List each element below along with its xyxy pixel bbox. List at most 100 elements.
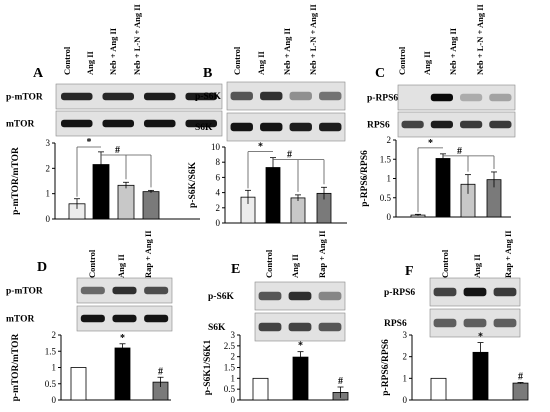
blot-label: RPS6 (367, 121, 390, 131)
blot-band (60, 119, 93, 128)
bar (142, 191, 160, 220)
lane-label: Ang II (256, 50, 266, 75)
blot-band (112, 314, 137, 323)
blot-band (493, 318, 517, 328)
blot-label: mTOR (6, 120, 34, 130)
y-tick-label: 1 (52, 363, 57, 373)
lane-label: Control (62, 46, 72, 75)
bar (435, 158, 451, 218)
lane-label: Neb + Ang II (282, 27, 292, 75)
sig-hash: # (115, 145, 120, 156)
y-tick-label: 4 (216, 188, 221, 198)
blot-label: p-RPS6 (384, 288, 415, 298)
y-tick-label: 0 (403, 395, 408, 405)
panel-c: C Control Ang II Neb + Ang II Neb + L-N + An… (360, 3, 516, 222)
blot-band (319, 91, 342, 101)
blot-label: S6K (195, 123, 213, 133)
panel-a: A Control Ang II Neb + Ang II Neb + L-N + An… (6, 3, 223, 224)
y-tick-label: 1.5 (380, 154, 392, 164)
lane-label: Ang II (472, 253, 482, 278)
y-tick-label: 3 (403, 330, 408, 340)
panel-letter: A (33, 66, 44, 81)
y-tick-label: 2 (231, 352, 236, 362)
bar (290, 197, 306, 224)
blot-band (258, 322, 282, 332)
blot-band (102, 119, 135, 128)
blot-band (260, 122, 283, 132)
sig-star: * (428, 138, 433, 149)
bar (252, 377, 269, 401)
panel-letter: B (203, 66, 212, 81)
y-tick-label: 10 (211, 142, 221, 152)
y-tick-label: 1.5 (224, 363, 236, 373)
blot-label: RPS6 (384, 319, 407, 329)
y-tick-label: 2 (46, 163, 51, 173)
blot-band (143, 92, 176, 101)
y-axis-label: p-RPS6/RPS6 (360, 150, 370, 207)
sig-star: * (478, 332, 483, 343)
blot-band (319, 122, 342, 132)
y-tick-label: 0.5 (45, 379, 57, 389)
blot-band (433, 287, 457, 297)
blot-label: p-mTOR (6, 287, 43, 297)
lane-label: Control (397, 46, 407, 75)
bar (70, 367, 87, 401)
y-tick-label: 8 (216, 157, 221, 167)
panel-e: E Control Ang II Rap + Ang II p-S6K S6K 00.511… (203, 230, 349, 405)
blot-band (260, 91, 283, 101)
y-tick-label: 2 (387, 135, 392, 145)
sig-hash: # (457, 146, 462, 157)
sig-hash: # (518, 371, 523, 382)
lane-label: Neb + Ang II (448, 27, 458, 75)
y-tick-label: 0 (216, 218, 221, 228)
blot-band (288, 322, 312, 332)
blot-band (258, 291, 282, 301)
lane-label: Rap + Ang II (317, 230, 327, 278)
y-tick-label: 3 (231, 330, 236, 340)
sig-hash: # (338, 376, 343, 387)
y-tick-label: 0 (46, 214, 51, 224)
blot-band (112, 286, 137, 295)
blot-label: S6K (208, 323, 226, 333)
y-tick-label: 2 (403, 352, 408, 362)
blot-band (433, 318, 457, 328)
panel-letter: E (231, 262, 240, 277)
lane-label: Neb + L-N + Ang II (308, 3, 318, 75)
lane-label: Rap + Ang II (503, 230, 513, 278)
y-axis-label: p-mTOR/mTOR (11, 147, 21, 215)
y-axis-label: p-S6K/S6K (188, 161, 198, 208)
panel-letter: C (375, 66, 385, 81)
blot-band (463, 287, 487, 297)
blot-band (289, 122, 312, 132)
y-tick-label: 2 (52, 330, 57, 340)
bar (512, 382, 529, 401)
lane-label: Control (232, 46, 242, 75)
y-tick-label: 2 (216, 203, 221, 213)
blot-label: p-mTOR (6, 93, 43, 103)
y-tick-label: 1.5 (45, 346, 57, 356)
lane-label: Neb + Ang II (108, 27, 118, 75)
y-tick-label: 3 (46, 138, 51, 148)
panel-letter: D (37, 260, 47, 275)
blot-band (289, 91, 312, 101)
blot-band (489, 93, 512, 102)
blot-band (489, 120, 512, 129)
lane-label: Rap + Ang II (143, 230, 153, 278)
panel-b: B Control Ang II Neb + Ang II Neb + L-N + An… (188, 3, 347, 228)
y-tick-label: 1 (403, 373, 408, 383)
blot-band (430, 120, 453, 129)
blot-label: p-S6K (195, 92, 221, 102)
lane-label: Neb + L-N + Ang II (132, 3, 142, 75)
sig-star: * (87, 137, 92, 148)
y-tick-label: 0 (231, 395, 236, 405)
y-tick-label: 1 (387, 174, 392, 184)
bar (292, 356, 309, 401)
panel-letter: F (405, 264, 414, 279)
blot-label: p-S6K (208, 292, 234, 302)
lane-label: Ang II (422, 50, 432, 75)
y-axis-label: p-RPS6/RPS6 (381, 339, 391, 396)
bar (430, 377, 447, 401)
y-tick-label: 1 (231, 373, 236, 383)
blot-band (493, 287, 517, 297)
